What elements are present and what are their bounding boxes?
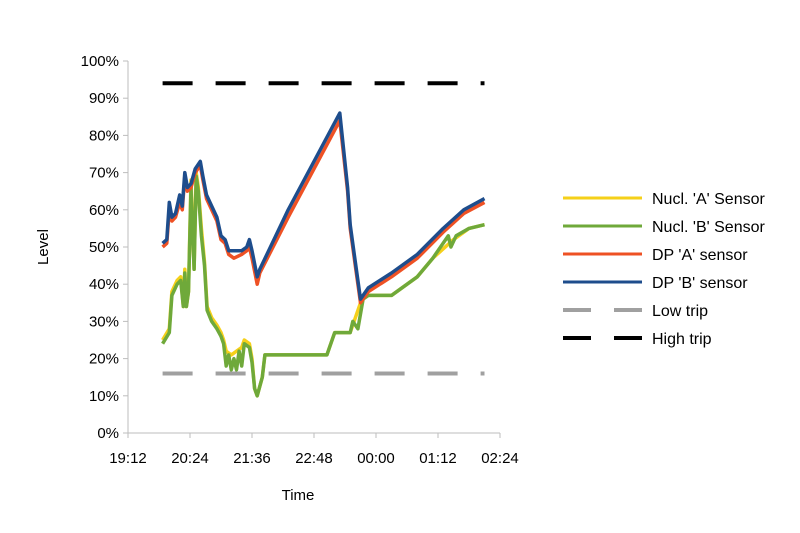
x-axis-title: Time xyxy=(282,487,315,504)
legend-label-low-trip: Low trip xyxy=(652,303,708,320)
y-tick-label: 40% xyxy=(89,276,119,293)
y-tick-label: 0% xyxy=(97,425,119,442)
y-tick-label: 10% xyxy=(89,388,119,405)
legend: Nucl. 'A' Sensor Nucl. 'B' Sensor DP 'A' s… xyxy=(563,191,765,348)
legend-label-nucl-b-sensor: Nucl. 'B' Sensor xyxy=(652,219,765,236)
y-axis-title: Level xyxy=(35,229,52,265)
legend-label-high-trip: High trip xyxy=(652,331,712,348)
x-tick-label: 19:12 xyxy=(109,450,147,467)
series-line-dp-b-sensor xyxy=(161,111,486,301)
y-tick-label: 30% xyxy=(89,313,119,330)
x-tick-label: 02:24 xyxy=(481,450,519,467)
x-axis-ticks: 19:12 20:24 21:36 22:48 00:00 01:12 02:24 xyxy=(109,433,519,467)
legend-label-nucl-a-sensor: Nucl. 'A' Sensor xyxy=(652,191,765,208)
x-tick-label: 01:12 xyxy=(419,450,457,467)
legend-label-dp-b-sensor: DP 'B' sensor xyxy=(652,275,748,292)
series-line-dp-a-sensor xyxy=(161,118,486,305)
y-tick-label: 70% xyxy=(89,165,119,182)
y-tick-label: 20% xyxy=(89,351,119,368)
y-tick-label: 60% xyxy=(89,202,119,219)
series-layer xyxy=(161,81,486,398)
x-tick-label: 22:48 xyxy=(295,450,333,467)
y-axis-ticks: 0% 10% 20% 30% 40% 50% 60% 70% 80% 90% 100% xyxy=(81,53,128,442)
x-tick-label: 20:24 xyxy=(171,450,209,467)
y-tick-label: 50% xyxy=(89,239,119,256)
x-tick-label: 21:36 xyxy=(233,450,271,467)
legend-label-dp-a-sensor: DP 'A' sensor xyxy=(652,247,748,264)
y-tick-label: 80% xyxy=(89,127,119,144)
y-tick-label: 90% xyxy=(89,90,119,107)
y-tick-label: 100% xyxy=(81,53,119,70)
x-tick-label: 00:00 xyxy=(357,450,395,467)
